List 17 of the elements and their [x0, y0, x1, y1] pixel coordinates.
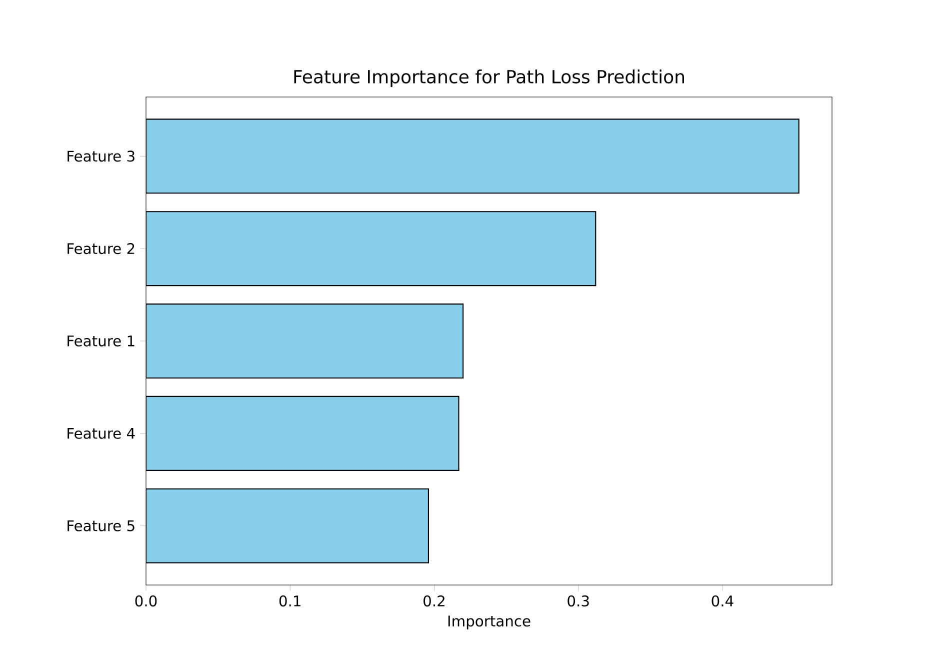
x-axis-title: Importance	[448, 616, 530, 630]
y-tick-label: Feature 5	[68, 520, 134, 532]
bar	[146, 396, 460, 471]
bar	[146, 304, 464, 379]
x-tick-label: 0.0	[135, 595, 157, 607]
y-tick-label: Feature 3	[68, 150, 134, 162]
y-tick-label: Feature 4	[68, 428, 135, 439]
bar	[146, 211, 596, 286]
x-tick-label: 0.1	[279, 595, 300, 607]
x-tick-label: 0.2	[424, 595, 444, 607]
bar	[146, 118, 800, 194]
bar	[146, 488, 430, 564]
y-tick-label: Feature 1	[68, 336, 134, 346]
chart-title: Feature Importance for Path Loss Prediction	[294, 70, 684, 87]
y-tick-label: Feature 2	[68, 243, 134, 254]
x-tick-label: 0.3	[568, 595, 589, 607]
x-tick-label: 0.4	[712, 595, 734, 607]
